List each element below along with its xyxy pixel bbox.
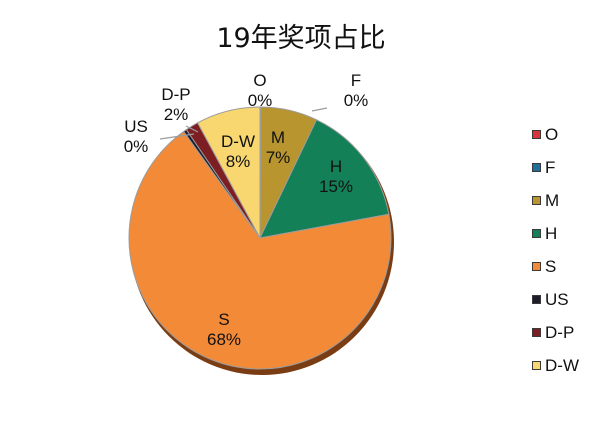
data-label-value-m: 7% — [266, 148, 291, 167]
legend-swatch-h — [532, 229, 541, 238]
leader-line-f — [311, 107, 328, 112]
pie-slice-d-w — [196, 106, 261, 239]
legend-item-h: H — [532, 217, 579, 250]
legend-swatch-us — [532, 295, 541, 304]
data-label-value-s: 68% — [207, 330, 241, 349]
legend-label-us: US — [545, 289, 569, 309]
data-label-name-f: F — [351, 71, 361, 90]
legend-label-s: S — [545, 256, 557, 276]
pie-leader-lines — [159, 107, 328, 140]
leader-line-us — [159, 133, 195, 140]
legend-item-o: O — [532, 118, 579, 151]
data-label-value-us: 0% — [124, 137, 149, 156]
data-label-value-h: 15% — [319, 177, 353, 196]
pie-slices — [128, 106, 392, 370]
legend-label-d-p: D-P — [545, 322, 575, 342]
leader-line-d-p — [185, 125, 199, 133]
data-label-value-d-p: 2% — [164, 105, 189, 124]
data-label-name-h: H — [330, 157, 342, 176]
data-label-value-d-w: 8% — [226, 152, 251, 171]
legend-swatch-o — [532, 130, 541, 139]
pie-data-labels: O0%F0%M7% H15%S68%US0%D-P2%D-W8% — [124, 71, 369, 349]
legend-item-f: F — [532, 151, 579, 184]
legend-item-m: M — [532, 184, 579, 217]
data-label-name-o: O — [253, 71, 266, 90]
legend-label-m: M — [545, 190, 560, 210]
legend-label-o: O — [545, 124, 559, 144]
pie-slice-h — [259, 119, 390, 239]
legend-swatch-d-w — [532, 361, 541, 370]
legend-swatch-d-p — [532, 328, 541, 337]
data-label-name-d-p: D-P — [161, 85, 190, 104]
chart-legend: O F M H S US D-P D-W — [532, 118, 579, 382]
legend-item-d-w: D-W — [532, 349, 579, 382]
pie-slice-s — [128, 130, 392, 370]
data-label-value-f: 0% — [344, 91, 369, 110]
legend-item-us: US — [532, 283, 579, 316]
legend-swatch-s — [532, 262, 541, 271]
legend-swatch-f — [532, 163, 541, 172]
legend-label-h: H — [545, 223, 558, 243]
legend-label-d-w: D-W — [545, 355, 579, 375]
legend-label-f: F — [545, 157, 556, 177]
legend-item-d-p: D-P — [532, 316, 579, 349]
data-label-name-s: S — [218, 310, 229, 329]
chart-title: 19年奖项占比 — [216, 23, 386, 54]
data-label-name-m: M — [271, 128, 285, 147]
data-label-name-d-w: D-W — [221, 132, 255, 151]
legend-swatch-m — [532, 196, 541, 205]
data-label-value-o: 0% — [248, 91, 273, 110]
legend-item-s: S — [532, 250, 579, 283]
data-label-name-us: US — [124, 117, 148, 136]
